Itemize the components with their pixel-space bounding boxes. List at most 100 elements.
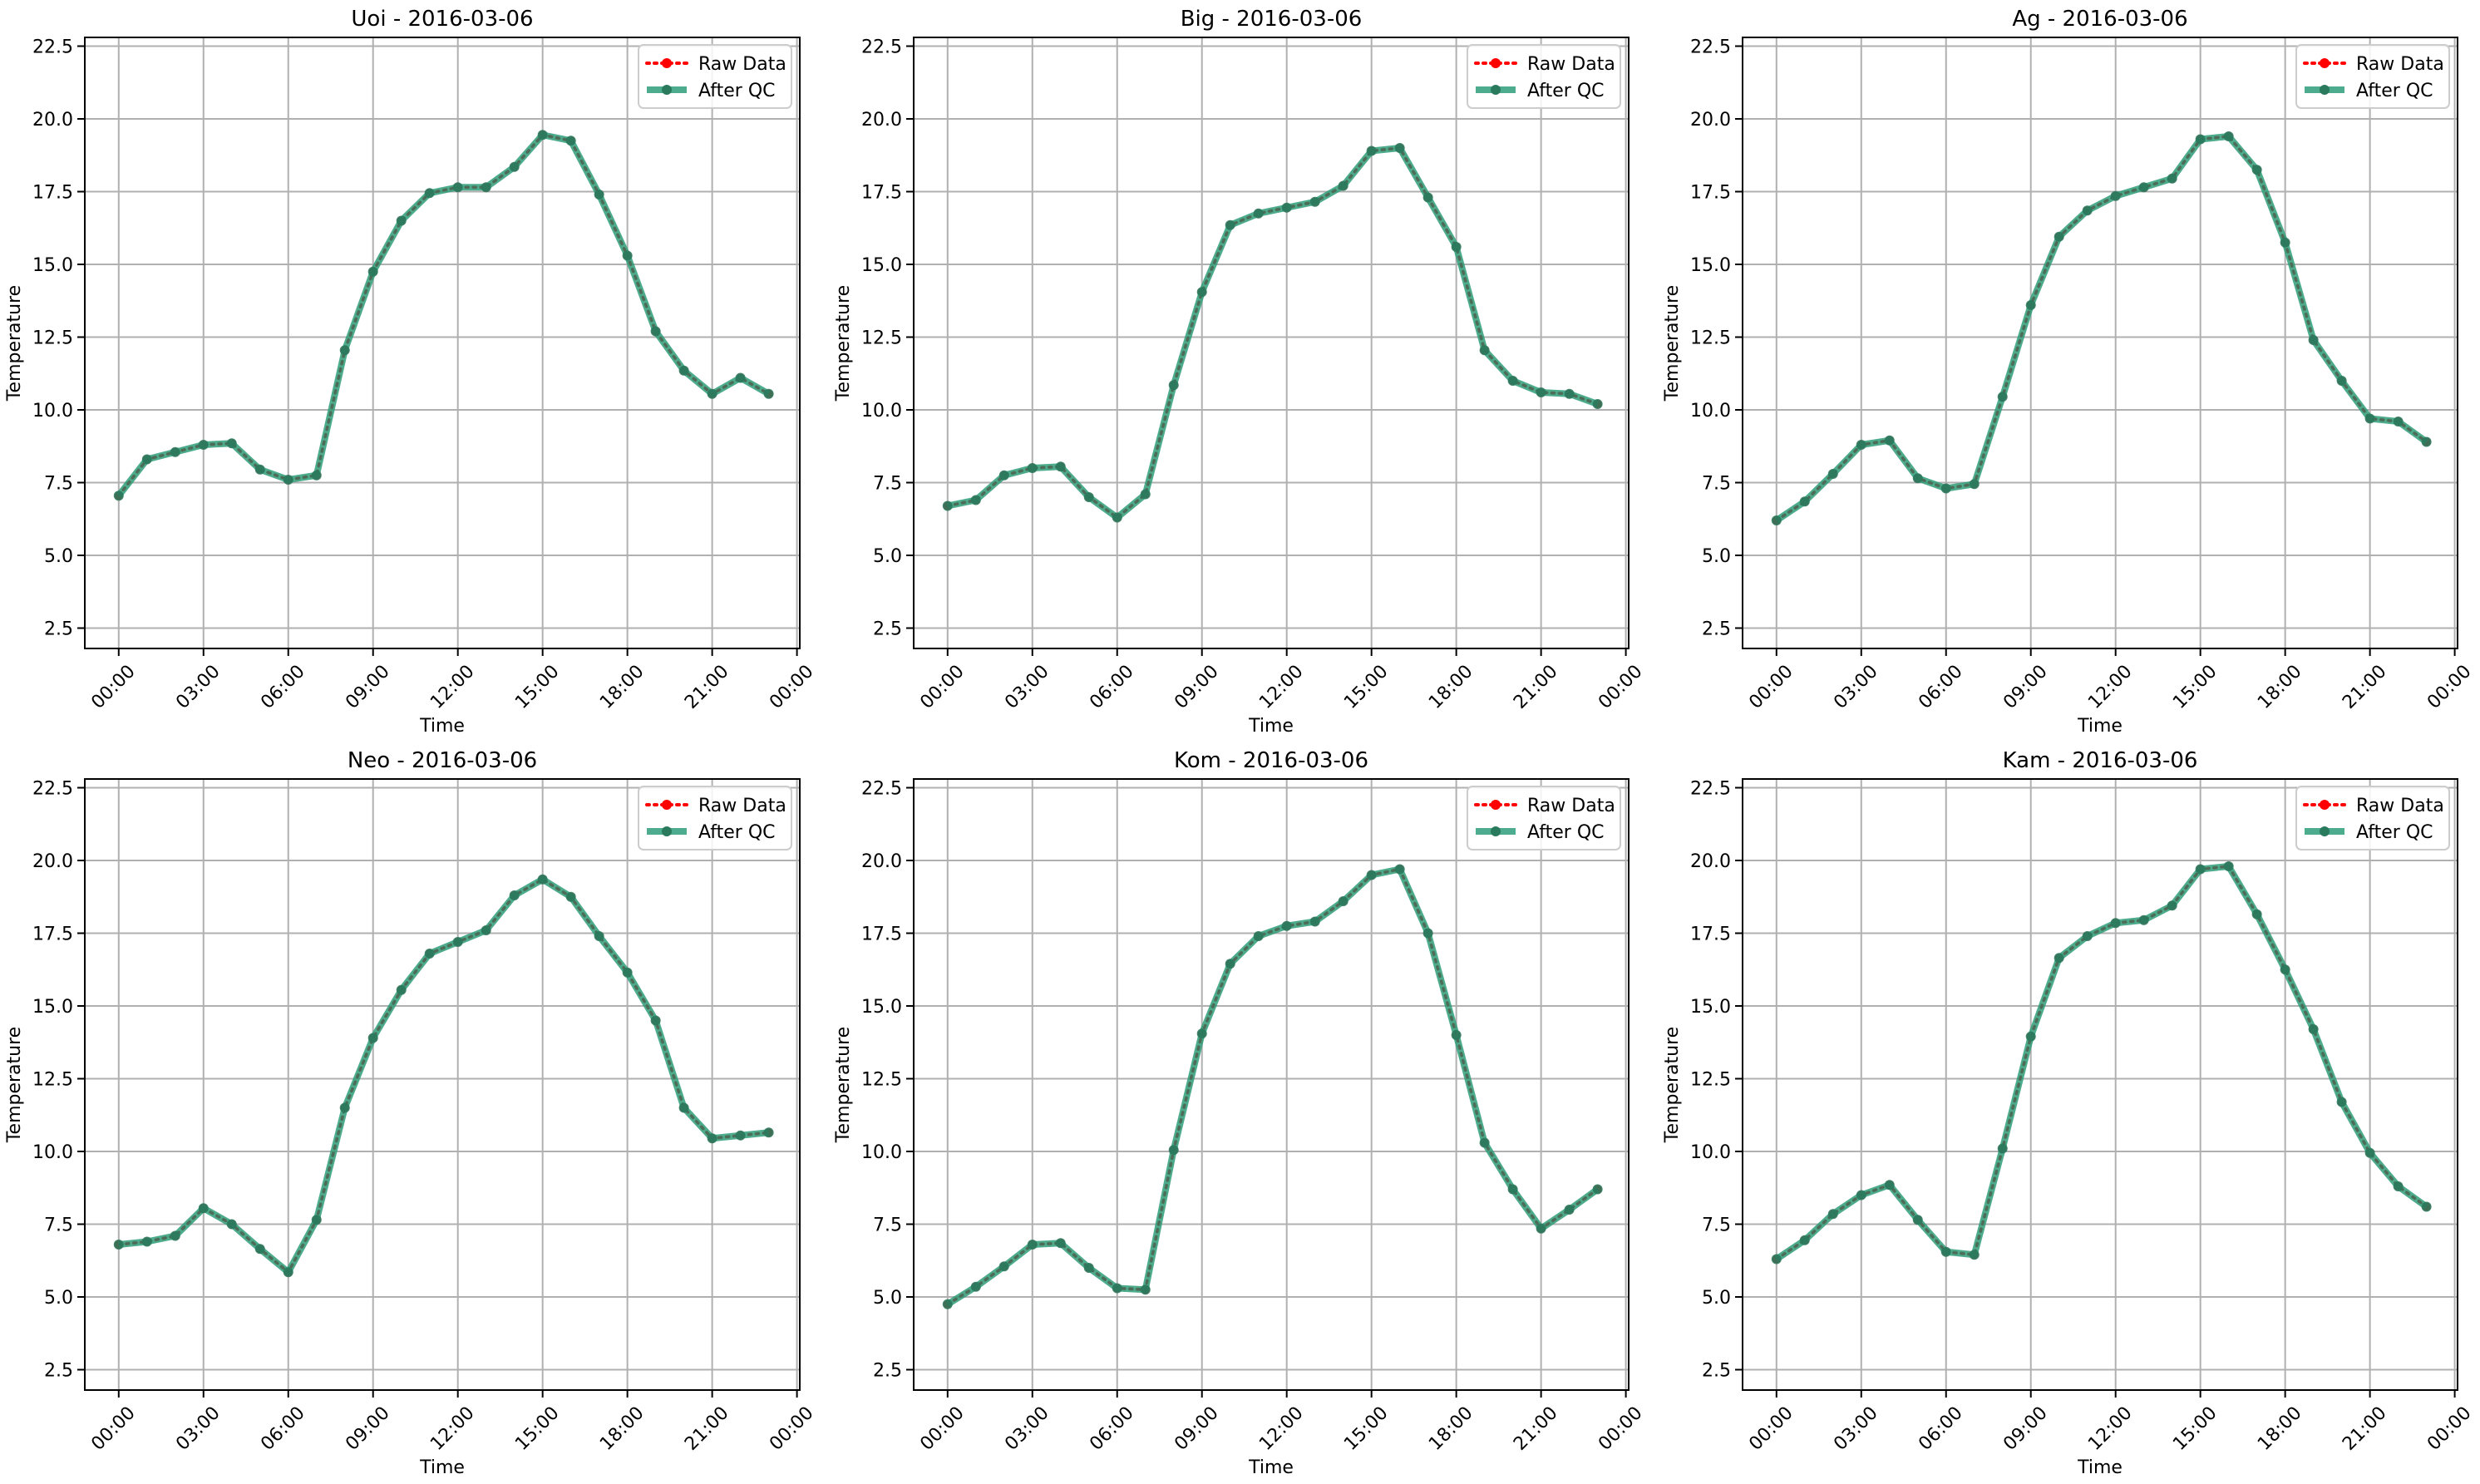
data-point-after-qc xyxy=(1564,1205,1575,1215)
data-point-after-qc xyxy=(1112,512,1122,523)
data-point-after-qc xyxy=(2393,1181,2404,1191)
x-tick-label: 03:00 xyxy=(172,1403,224,1455)
chart-panel: 2.5 5.0 7.5 10.0 12.5 15.0 17.5 20.0 22.5 00:00 03… xyxy=(1662,7,2476,737)
data-point-after-qc xyxy=(1253,208,1264,219)
data-point-after-qc xyxy=(1451,1030,1462,1040)
legend-marker-dot-raw-data xyxy=(1491,58,1501,68)
y-tick-label: 20.0 xyxy=(861,851,902,872)
y-tick-label: 15.0 xyxy=(1690,997,1731,1018)
data-point-after-qc xyxy=(1309,916,1320,927)
x-tick-label: 00:00 xyxy=(87,1403,140,1455)
y-tick-label: 12.5 xyxy=(1690,328,1731,349)
data-point-after-qc xyxy=(1225,219,1235,230)
y-tick-label: 7.5 xyxy=(873,474,902,495)
x-tick-label: 03:00 xyxy=(1830,1403,1882,1455)
data-point-after-qc xyxy=(1055,1238,1066,1249)
y-tick-label: 22.5 xyxy=(861,779,902,800)
data-point-after-qc xyxy=(970,1281,981,1292)
x-tick-label: 15:00 xyxy=(511,661,564,713)
y-tick-label: 12.5 xyxy=(861,328,902,349)
y-tick-label: 22.5 xyxy=(1690,779,1731,800)
data-point-after-qc xyxy=(942,1299,953,1309)
data-point-after-qc xyxy=(1771,1254,1782,1265)
y-tick-label: 2.5 xyxy=(873,619,902,640)
data-point-after-qc xyxy=(1799,496,1810,507)
axes-frame xyxy=(84,778,801,1391)
data-point-after-qc xyxy=(1196,1028,1207,1039)
x-tick-label: 12:00 xyxy=(426,1403,479,1455)
y-tick-label: 10.0 xyxy=(32,401,73,422)
data-point-after-qc xyxy=(311,1215,322,1225)
axes-frame xyxy=(913,37,1630,649)
data-point-after-qc xyxy=(1479,345,1490,356)
data-point-after-qc xyxy=(763,388,774,399)
data-point-after-qc xyxy=(254,1244,265,1255)
y-tick-label: 7.5 xyxy=(44,474,73,495)
x-tick-label: 18:00 xyxy=(596,1403,648,1455)
data-point-after-qc xyxy=(339,1102,350,1113)
data-point-after-qc xyxy=(1168,1145,1179,1156)
data-point-after-qc xyxy=(1338,180,1348,191)
data-point-after-qc xyxy=(1422,928,1433,939)
data-point-after-qc xyxy=(2110,190,2121,201)
x-tick-label: 15:00 xyxy=(2169,1403,2221,1455)
x-axis-label: Time xyxy=(2077,1457,2123,1478)
data-point-after-qc xyxy=(1940,483,1951,494)
y-tick-label: 10.0 xyxy=(1690,401,1731,422)
chart-title: Ag - 2016-03-06 xyxy=(2012,7,2187,32)
y-tick-label: 17.5 xyxy=(861,924,902,945)
y-tick-label: 22.5 xyxy=(32,779,73,800)
data-point-after-qc xyxy=(2251,909,2262,919)
axes-frame xyxy=(913,778,1630,1391)
y-tick-label: 2.5 xyxy=(1702,619,1731,640)
data-point-after-qc xyxy=(1564,388,1575,399)
data-point-after-qc xyxy=(2082,205,2093,216)
data-point-after-qc xyxy=(1225,959,1235,969)
data-point-after-qc xyxy=(2251,165,2262,175)
legend-label-after-qc: After QC xyxy=(2356,822,2433,843)
series-line-raw-overlay xyxy=(1775,865,2428,1260)
y-tick-label: 7.5 xyxy=(1702,1215,1731,1236)
series-line-raw-overlay xyxy=(946,146,1600,520)
x-tick-label: 12:00 xyxy=(2084,1403,2137,1455)
x-tick-label: 09:00 xyxy=(342,661,394,713)
data-point-after-qc xyxy=(537,874,548,885)
legend-label-after-qc: After QC xyxy=(1527,81,1605,101)
legend-label-raw-data: Raw Data xyxy=(698,796,786,816)
y-tick-label: 15.0 xyxy=(32,255,73,276)
series-line-raw-overlay xyxy=(117,878,771,1274)
series-line-raw-overlay xyxy=(1775,135,2428,522)
axes-frame xyxy=(84,37,801,649)
data-point-after-qc xyxy=(622,967,633,978)
y-axis-label: Temperature xyxy=(1662,1027,1683,1143)
y-tick-label: 10.0 xyxy=(32,1142,73,1163)
x-tick-label: 21:00 xyxy=(2339,661,2391,713)
y-tick-label: 17.5 xyxy=(1690,924,1731,945)
data-point-after-qc xyxy=(1394,864,1405,875)
y-axis-label: Temperature xyxy=(833,1027,854,1143)
data-point-after-qc xyxy=(2223,861,2234,871)
data-point-after-qc xyxy=(113,1240,124,1250)
axes-frame xyxy=(1742,778,2458,1391)
data-point-after-qc xyxy=(226,1219,237,1230)
x-tick-label: 21:00 xyxy=(681,661,733,713)
chart-title: Uoi - 2016-03-06 xyxy=(351,7,533,32)
y-tick-label: 12.5 xyxy=(32,328,73,349)
x-tick-label: 21:00 xyxy=(1510,1403,1562,1455)
axes-frame xyxy=(1742,37,2458,649)
y-tick-label: 20.0 xyxy=(1690,110,1731,131)
data-point-after-qc xyxy=(2054,953,2064,964)
legend-marker-dot-after-qc xyxy=(2320,826,2330,836)
data-point-after-qc xyxy=(1112,1283,1122,1294)
legend-marker-dot-raw-data xyxy=(2320,58,2330,68)
data-point-after-qc xyxy=(2308,1024,2319,1034)
chart-title: Kam - 2016-03-06 xyxy=(2003,748,2198,773)
data-point-after-qc xyxy=(2364,1147,2375,1158)
data-point-after-qc xyxy=(1507,1184,1518,1195)
y-tick-label: 17.5 xyxy=(1690,183,1731,204)
data-point-after-qc xyxy=(170,1230,180,1241)
chart-panel: 2.5 5.0 7.5 10.0 12.5 15.0 17.5 20.0 22.5 00:00 03… xyxy=(833,7,1647,737)
data-point-after-qc xyxy=(1799,1235,1810,1245)
data-point-after-qc xyxy=(650,1015,661,1026)
x-tick-label: 06:00 xyxy=(1915,1403,1967,1455)
